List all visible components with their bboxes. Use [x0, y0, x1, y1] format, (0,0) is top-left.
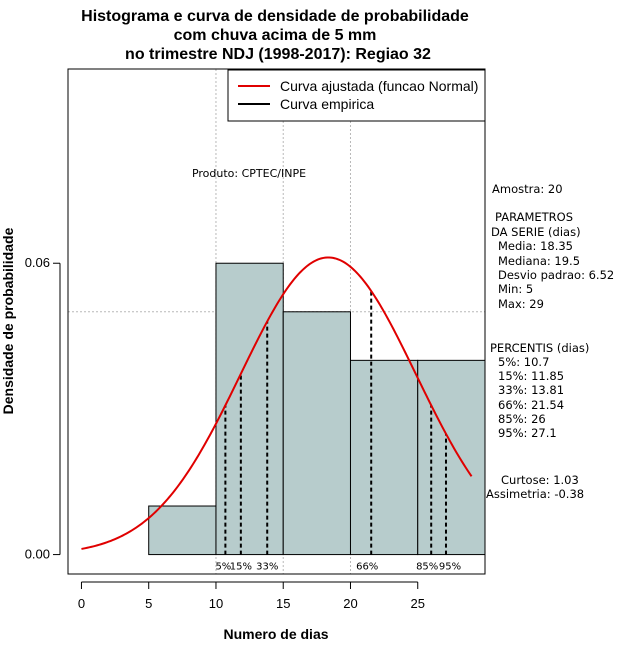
- param-min: Min: 5: [498, 282, 533, 296]
- percentile-label: 15%: [230, 562, 252, 573]
- sample-size: Amostra: 20: [492, 182, 563, 196]
- x-tick-label: 5: [145, 596, 152, 611]
- product-label: Produto: CPTEC/INPE: [192, 167, 306, 180]
- percentil-5: 5%: 10.7: [498, 355, 549, 369]
- params-title-1: PARAMETROS: [495, 210, 573, 224]
- histogram-bar: [349, 359, 419, 556]
- x-axis: 0 5 10 15 20 25: [78, 581, 425, 611]
- param-median: Mediana: 19.5: [498, 254, 580, 268]
- histogram-bar: [148, 505, 217, 556]
- y-axis: 0.00 0.06: [25, 255, 61, 562]
- percentile-label: 5%: [215, 562, 231, 573]
- legend-label-fitted: Curva ajustada (funcao Normal): [280, 78, 478, 94]
- percentile-labels: 5%15% 33% 66% 85% 95%: [215, 562, 461, 573]
- x-axis-label: Numero de dias: [223, 626, 328, 642]
- stats-panel: Amostra: 20 PARAMETROS DA SERIE (dias) M…: [486, 182, 614, 501]
- percentis-title: PERCENTIS (dias): [490, 341, 589, 355]
- percentile-label: 85%: [416, 562, 438, 573]
- legend: Curva ajustada (funcao Normal) Curva emp…: [227, 69, 486, 122]
- x-tick-label: 10: [209, 596, 223, 611]
- percentile-label: 33%: [256, 562, 278, 573]
- histogram-bars: [148, 262, 486, 556]
- y-axis-label: Densidade de probabilidade: [0, 227, 16, 414]
- percentile-label: 66%: [356, 562, 378, 573]
- chart-title-line-2: com chuva acima de 5 mm: [174, 27, 377, 44]
- histogram-bar: [417, 359, 486, 556]
- percentil-15: 15%: 11.85: [498, 369, 564, 383]
- skewness: Assimetria: -0.38: [486, 487, 584, 501]
- legend-box: [227, 69, 486, 122]
- percentil-33: 33%: 13.81: [498, 383, 564, 397]
- normal-curve: [81, 256, 473, 550]
- param-mean: Media: 18.35: [498, 239, 573, 253]
- x-tick-label: 25: [411, 596, 425, 611]
- kurtosis: Curtose: 1.03: [501, 473, 579, 487]
- percentile-label: 95%: [439, 562, 461, 573]
- percentil-66: 66%: 21.54: [498, 398, 564, 412]
- params-title-2: DA SERIE (dias): [491, 225, 581, 239]
- normal-curve-group: [81, 256, 473, 550]
- param-max: Max: 29: [498, 297, 544, 311]
- percentile-lines: [224, 290, 447, 555]
- y-tick-label: 0.00: [25, 547, 50, 562]
- percentil-85: 85%: 26: [498, 412, 546, 426]
- x-tick-label: 0: [78, 596, 85, 611]
- param-stddev: Desvio padrao: 6.52: [498, 268, 614, 282]
- legend-label-empirical: Curva empirica: [280, 96, 374, 112]
- x-tick-label: 15: [276, 596, 290, 611]
- chart-title-line-3: no trimestre NDJ (1998-2017): Regiao 32: [125, 46, 431, 63]
- x-tick-label: 20: [343, 596, 357, 611]
- plot-frame: [67, 68, 486, 575]
- y-tick-label: 0.06: [25, 255, 50, 270]
- percentil-95: 95%: 27.1: [498, 426, 557, 440]
- chart-title-line-1: Histograma e curva de densidade de proba…: [81, 8, 469, 25]
- histogram-bar: [282, 311, 351, 556]
